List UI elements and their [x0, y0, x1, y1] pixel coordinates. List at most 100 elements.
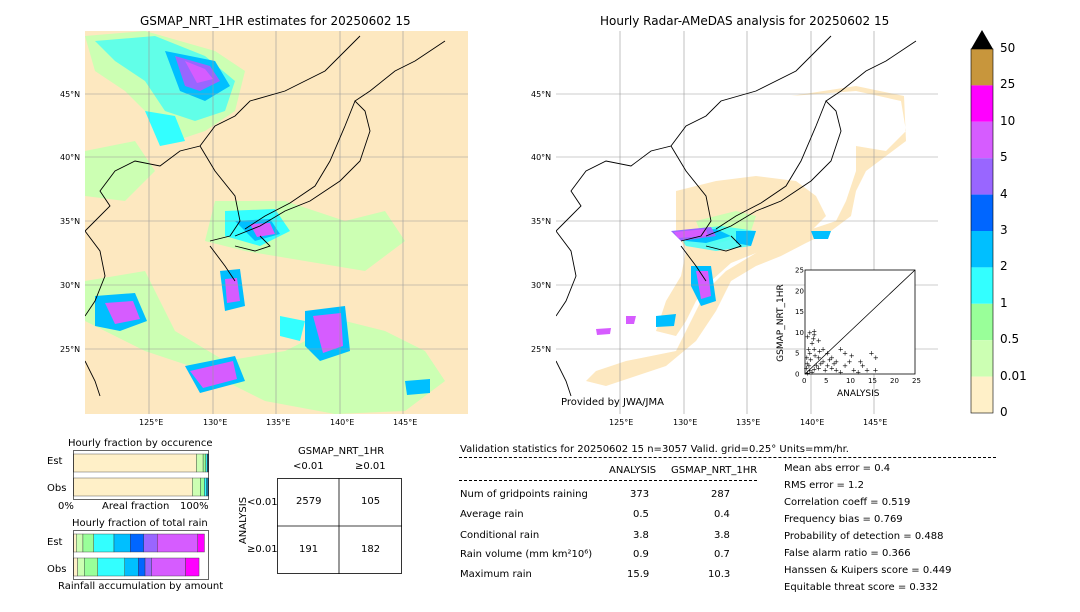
occurrence-x-left: 0% — [58, 501, 74, 512]
scatter-point: + — [806, 362, 812, 370]
contingency-cell: 105 — [361, 496, 381, 507]
score-line: False alarm ratio = 0.366 — [784, 548, 911, 559]
occurrence-bars — [73, 453, 209, 497]
scatter-point: + — [838, 346, 844, 354]
fraction-segment — [196, 453, 204, 473]
fraction-segment — [202, 453, 207, 473]
colorbar-frame — [970, 48, 994, 414]
scatter-point: + — [833, 366, 839, 374]
right-lat-tick: 40°N — [531, 153, 552, 162]
scatter-point: + — [873, 354, 879, 362]
fraction-segment — [76, 533, 84, 553]
scatter-point: + — [827, 356, 833, 364]
fraction-segment — [200, 477, 205, 497]
left-lat-tick: 30°N — [60, 281, 81, 290]
colorbar-label: 25 — [1000, 77, 1016, 92]
validation-row-label: Maximum rain — [460, 569, 532, 580]
validation-col-analysis: ANALYSIS — [609, 465, 657, 476]
scatter-y-tick: 15 — [795, 308, 804, 316]
occurrence-est-label: Est — [47, 456, 63, 467]
colorbar-segment — [971, 303, 993, 341]
fraction-segment — [130, 533, 144, 553]
amount-bars — [73, 533, 205, 577]
fraction-segment — [206, 477, 209, 497]
fraction-segment — [151, 557, 186, 577]
colorbar-segment — [971, 158, 993, 195]
scatter-points: ++++++++++++++++++++++++++++++++++++++++… — [803, 328, 879, 378]
scatter-point: + — [817, 348, 823, 356]
left-lat-tick: 40°N — [60, 153, 81, 162]
scatter-point: + — [864, 366, 870, 374]
left-lat-tick: 25°N — [60, 345, 81, 354]
validation-row-analysis: 373 — [630, 489, 650, 500]
scatter-plot: ++++++++++++++++++++++++++++++++++++++++… — [795, 267, 921, 386]
colorbar-segment — [971, 85, 993, 122]
colorbar-segment — [971, 49, 993, 86]
scatter-point: + — [842, 350, 848, 358]
occurrence-x-right: 100% — [180, 501, 209, 512]
scatter-x-tick: 10 — [846, 377, 855, 385]
colorbar-label: 1 — [1000, 295, 1008, 310]
colorbar-label: 2 — [1000, 259, 1008, 274]
scatter-point: + — [814, 362, 820, 370]
scatter-x-tick: 5 — [824, 377, 828, 385]
fraction-segment — [204, 477, 207, 497]
score-line: Correlation coeff = 0.519 — [784, 497, 911, 508]
scatter-point: + — [809, 368, 815, 376]
scatter-point: + — [820, 358, 826, 366]
scatter-point: + — [838, 368, 844, 376]
validation-row-label: Conditional rain — [460, 530, 540, 541]
validation-row-label: Num of gridpoints raining — [460, 489, 588, 500]
scatter-point: + — [804, 360, 810, 368]
colorbar-extend-triangle — [971, 30, 993, 49]
right-lon-tick: 135°E — [736, 418, 761, 427]
scatter-y-tick: 25 — [795, 267, 804, 275]
validation-row-analysis: 3.8 — [633, 530, 649, 541]
right-lon-tick: 130°E — [673, 418, 698, 427]
colorbar-segment — [971, 121, 993, 159]
scatter-point: + — [806, 346, 812, 354]
validation-row-label: Rain volume (mm km²10⁶) — [460, 549, 593, 560]
score-line: Frequency bias = 0.769 — [784, 514, 903, 525]
colorbar-label: 10 — [1000, 113, 1016, 128]
scatter-point: + — [807, 329, 813, 337]
colorbar-label: 5 — [1000, 150, 1008, 165]
scatter-point: + — [822, 366, 828, 374]
contingency-row-lt: <0.01 — [247, 497, 278, 508]
scatter-point: + — [809, 339, 815, 347]
scatter-point: + — [847, 358, 853, 366]
left-lat-tick: 35°N — [60, 217, 81, 226]
contingency-col-ge: ≥0.01 — [355, 461, 386, 472]
contingency-title: GSMAP_NRT_1HR — [298, 446, 385, 457]
right-lon-tick: 145°E — [863, 418, 888, 427]
right-map-title: Hourly Radar-AMeDAS analysis for 2025060… — [600, 14, 890, 28]
fraction-segment — [97, 557, 125, 577]
scatter-y-tick: 10 — [795, 329, 804, 337]
fraction-segment — [73, 453, 197, 473]
validation-col-gsmap: GSMAP_NRT_1HR — [671, 465, 758, 476]
right-lat-tick: 35°N — [531, 217, 552, 226]
left-map-title: GSMAP_NRT_1HR estimates for 20250602 15 — [140, 14, 411, 28]
scatter-point: + — [816, 354, 822, 362]
validation-divider — [459, 457, 996, 458]
scatter-point: + — [812, 352, 818, 360]
scatter-y-tick: 20 — [795, 287, 804, 295]
colorbar-label: 3 — [1000, 223, 1008, 237]
scatter-point: + — [872, 366, 878, 374]
scatter-point: + — [818, 360, 824, 368]
fraction-segment — [93, 533, 115, 553]
score-line: Probability of detection = 0.488 — [784, 531, 944, 542]
contingency-cell: 182 — [361, 544, 381, 555]
amount-title: Hourly fraction of total rain — [72, 518, 208, 529]
scatter-point: + — [829, 364, 835, 372]
scatter-x-tick: 25 — [912, 377, 921, 385]
fraction-segment — [192, 477, 201, 497]
fraction-segment — [205, 453, 208, 473]
amount-chart — [73, 530, 209, 580]
colorbar-label: 4 — [1000, 186, 1008, 201]
right-lon-tick: 140°E — [800, 418, 825, 427]
scatter-point: + — [842, 362, 848, 370]
colorbar-segment — [971, 340, 993, 377]
validation-col-divider — [459, 480, 757, 481]
colorbar-segment — [971, 267, 993, 304]
